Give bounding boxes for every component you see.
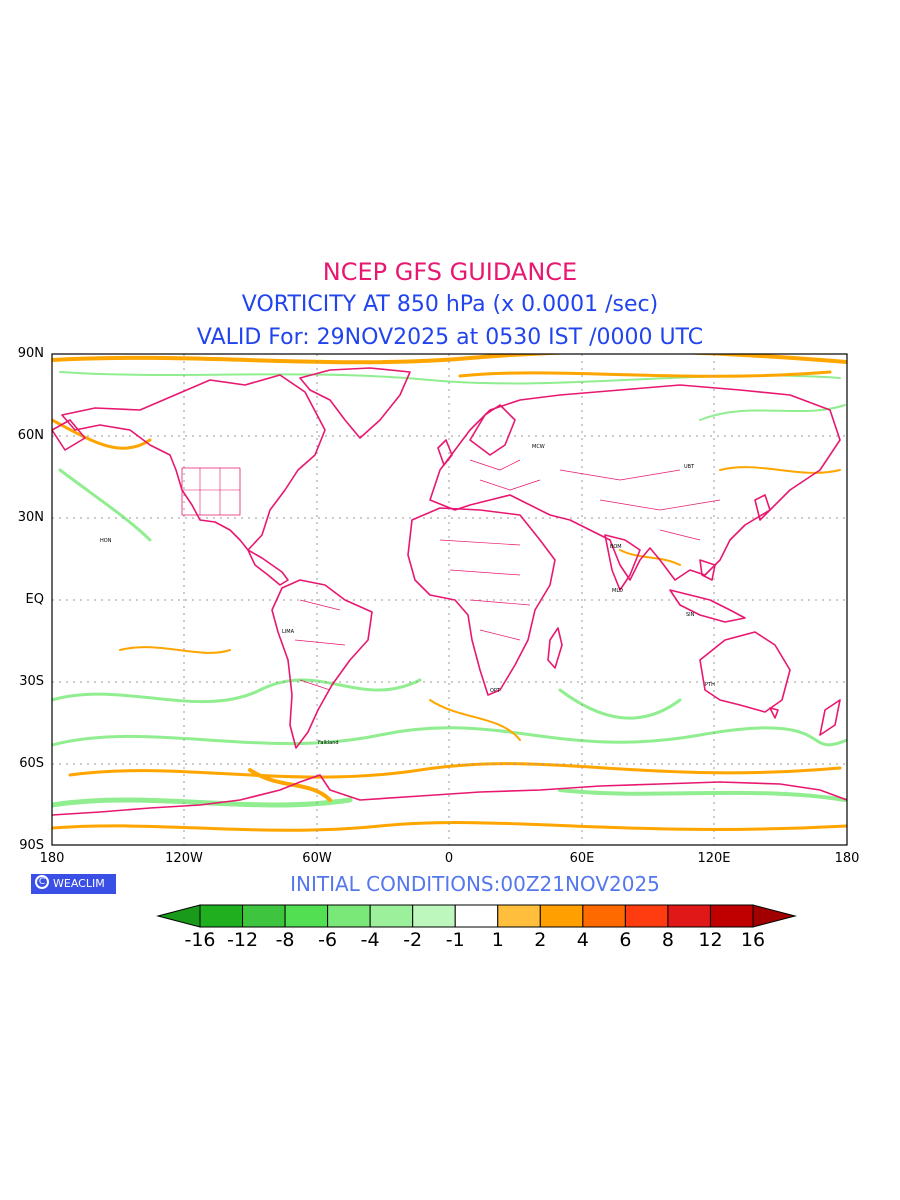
lon-label-60w: 60W [302, 851, 332, 866]
map-title: NCEP GFS GUIDANCE [322, 258, 578, 286]
colorbar-swatch [624, 904, 669, 928]
colorbar-tick-label: 16 [740, 929, 766, 951]
circle-c-logo-icon: C [35, 875, 49, 889]
lat-label-30s: 30S [19, 674, 44, 689]
lon-label-120w: 120W [165, 851, 203, 866]
lat-label-90s: 90S [19, 838, 44, 853]
station-label: UBT [684, 464, 695, 470]
initial-conditions: INITIAL CONDITIONS:00Z21NOV2025 [290, 872, 660, 896]
colorbar-right-arrow [752, 904, 797, 928]
lon-label-0: 0 [444, 851, 454, 866]
colorbar-tick-label: 1 [491, 929, 504, 951]
lon-label-60e: 60E [569, 851, 595, 866]
lat-label-90n: 90N [17, 346, 44, 361]
colorbar-tick-label: 8 [661, 929, 674, 951]
colorbar-tick-label: 2 [534, 929, 547, 951]
weaclim-badge: C WEACLIM [31, 874, 116, 894]
colorbar-tick-label: -16 [184, 929, 216, 951]
lat-label-60n: 60N [17, 428, 44, 443]
colorbar-swatch [667, 904, 711, 928]
map-subtitle-variable: VORTICITY AT 850 hPa (x 0.0001 /sec) [241, 292, 659, 317]
colorbar-swatch [454, 904, 499, 928]
badge-text: WEACLIM [53, 877, 105, 890]
station-label: MCW [532, 444, 545, 450]
colorbar-swatch [412, 904, 456, 928]
colorbar-swatch [369, 904, 414, 928]
colorbar-tick-label: 4 [576, 929, 589, 951]
colorbar-tick-label: 6 [619, 929, 632, 951]
station-label: OPT [490, 688, 501, 694]
colorbar-tick-label: -12 [227, 929, 259, 951]
colorbar-tick-label: -4 [360, 929, 380, 951]
coastlines [52, 367, 847, 816]
colorbar-tick-label: -1 [445, 929, 465, 951]
colorbar-tick-label: -2 [403, 929, 423, 951]
lon-label-180w: 180 [39, 851, 65, 866]
colorbar-swatch [539, 904, 584, 928]
station-label: PTH [705, 682, 715, 688]
map-subtitle-valid-time: VALID For: 29NOV2025 at 0530 IST /0000 U… [196, 325, 704, 350]
colorbar-swatch [284, 904, 329, 928]
station-labels: MCW UBT HON BOM MLD PTH Falkland LIMA OP… [100, 444, 715, 746]
colorbar-left-arrow [156, 904, 201, 928]
colorbar-swatch [327, 904, 371, 928]
colorbar-tick-label: 12 [698, 929, 723, 951]
colorbar [156, 904, 797, 928]
colorbar-swatch [199, 904, 244, 928]
colorbar-swatch [497, 904, 541, 928]
colorbar-swatch [582, 904, 626, 928]
colorbar-swatch [709, 904, 754, 928]
station-label: Falkland [318, 740, 339, 746]
station-label: SIN [686, 612, 695, 618]
lon-label-180e: 180 [834, 851, 860, 866]
lat-label-30n: 30N [17, 510, 44, 525]
map-frame [51, 353, 848, 846]
colorbar-tick-label: -6 [318, 929, 338, 951]
station-label: HON [100, 538, 112, 544]
lat-label-60s: 60S [19, 756, 44, 771]
station-label: LIMA [282, 629, 295, 635]
colorbar-tick-label: -8 [275, 929, 295, 951]
colorbar-swatch [242, 904, 286, 928]
lon-label-120e: 120E [697, 851, 731, 866]
lat-label-eq: EQ [25, 592, 44, 607]
station-label: MLD [612, 588, 623, 594]
station-label: BOM [610, 544, 622, 550]
